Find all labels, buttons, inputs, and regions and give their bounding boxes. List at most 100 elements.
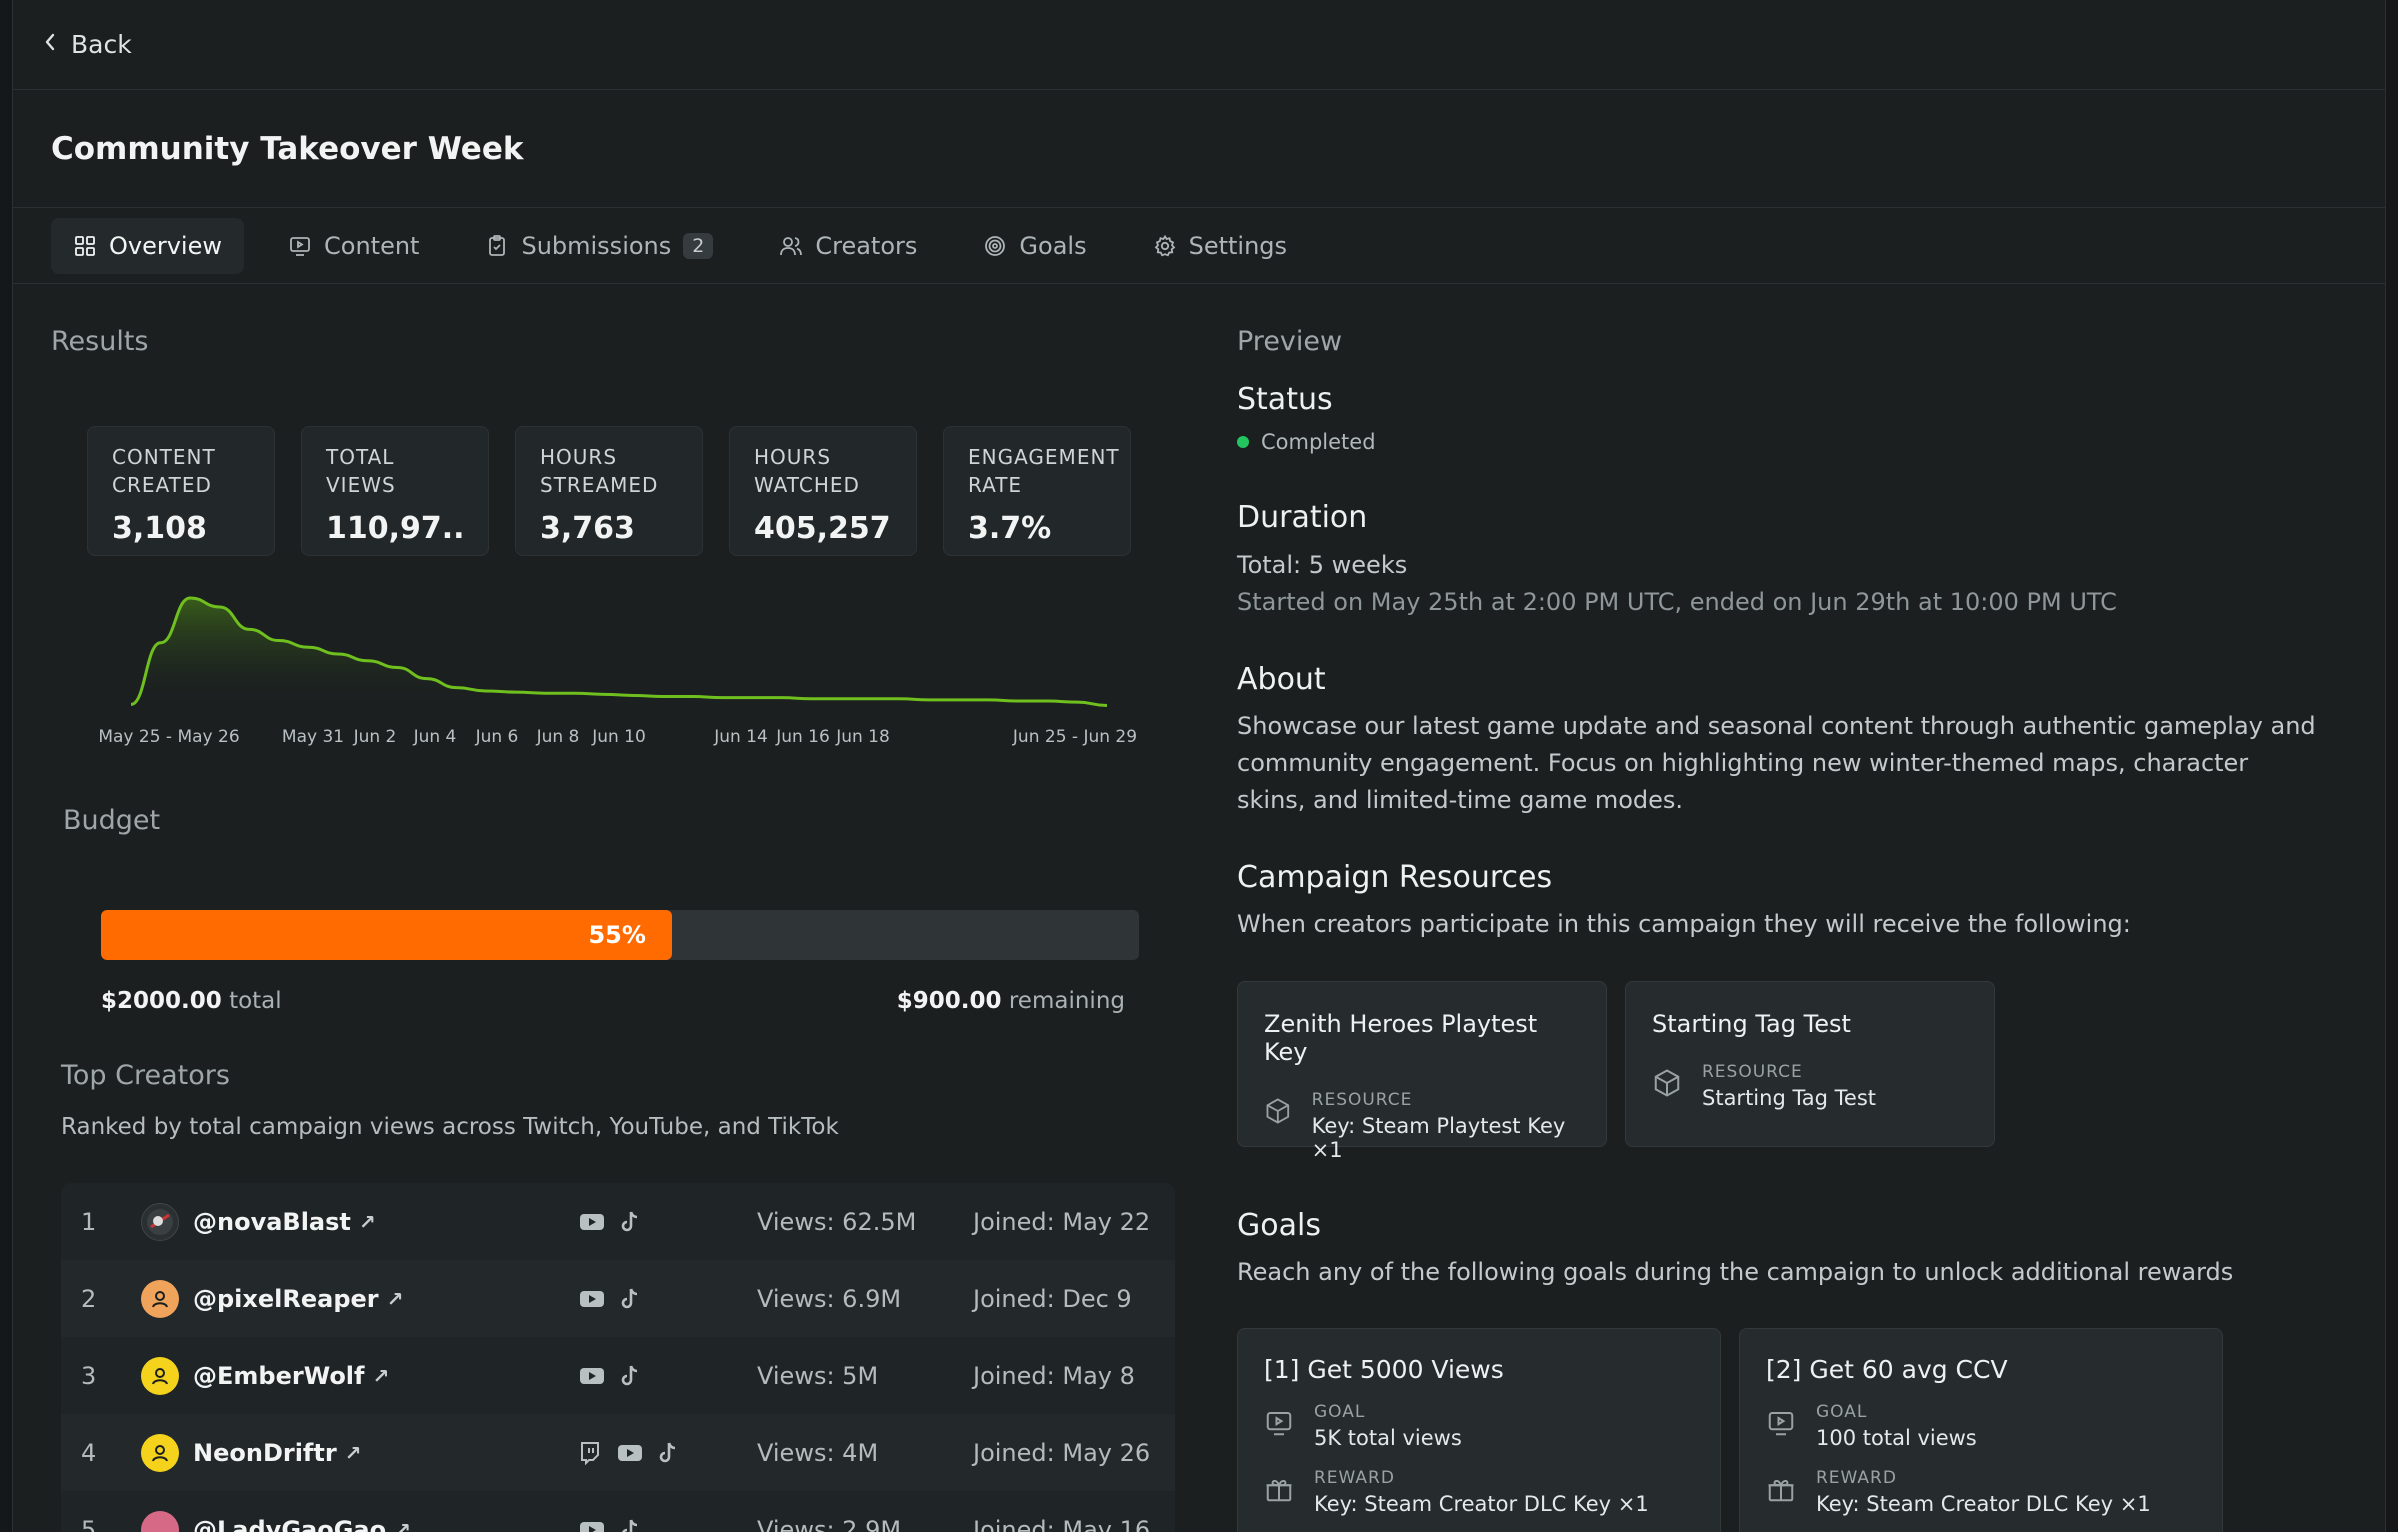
creator-handle: @EmberWolf [193,1361,365,1390]
goal-card[interactable]: [2] Get 60 avg CCV GOAL 100 total views … [1739,1328,2223,1532]
tab-bar: Overview Content Submissions 2 Creators … [13,208,2385,284]
gear-icon [1154,234,1175,256]
stat-label: HOURS STREAMED [540,445,659,497]
tab-overview[interactable]: Overview [51,217,244,274]
creator-views: Views: 2.9M [757,1515,902,1532]
table-row[interactable]: 3 @EmberWolf ↗ Views: 5M Joined: May 8 [61,1337,1175,1414]
table-row[interactable]: 1 @novaBlast ↗ Views: 62.5M Joined: May 2… [61,1183,1175,1260]
about-line: community engagement. Focus on highlight… [1237,749,2249,777]
reward-kind: REWARD [1314,1468,1395,1488]
tiktok-icon [621,1519,638,1532]
tab-submissions[interactable]: Submissions 2 [463,218,735,274]
x-tick-label: May 31 [282,727,344,747]
chart-series-line [130,596,1108,708]
creator-rank: 4 [81,1438,97,1467]
stat-value: 405,257 [754,511,891,546]
goal-card[interactable]: [1] Get 5000 Views GOAL 5K total views R… [1237,1328,1721,1532]
x-tick-label: Jun 14 [713,727,768,747]
tab-creators[interactable]: Creators [757,218,939,274]
top-creators-subtitle: Ranked by total campaign views across Tw… [61,1114,839,1140]
budget-progress-bar: 55% [101,910,1139,960]
budget-total-amount: $2000.00 [101,988,222,1014]
resources-subtitle: When creators participate in this campai… [1237,910,2131,938]
tab-label: Content [324,231,420,260]
chevron-left-icon [43,30,57,59]
users-icon [780,236,803,255]
x-tick-label: Jun 4 [413,727,457,747]
tab-content[interactable]: Content [266,218,441,274]
target-icon [985,235,1006,256]
budget-heading: Budget [63,805,161,836]
stat-hours-watched: HOURS WATCHED 405,257 [729,426,917,556]
x-tick-label: Jun 8 [536,727,580,747]
gift-icon [1266,1479,1292,1502]
tiktok-icon [621,1365,638,1385]
about-line: Showcase our latest game update and seas… [1237,712,2316,740]
duration-heading: Duration [1237,500,1368,535]
external-link-icon: ↗ [358,1209,376,1234]
resource-card[interactable]: Starting Tag Test RESOURCE Starting Tag … [1625,981,1995,1147]
creator-rank: 5 [81,1515,97,1532]
creator-views: Views: 4M [757,1438,879,1467]
tab-label: Goals [1019,231,1087,260]
tab-label: Overview [109,231,222,260]
status-label: Completed [1261,430,1376,454]
budget-total-suffix: total [229,988,282,1014]
table-row[interactable]: 4 NeonDriftr ↗ Views: 4M Joined: May 26 [61,1414,1175,1491]
creator-handle-link[interactable]: @LadyGaoGao ↗ [193,1516,411,1532]
creator-views: Views: 5M [757,1361,879,1390]
stat-value: 3.7% [968,511,1052,546]
youtube-icon [618,1444,642,1461]
back-button[interactable]: Back [43,30,132,59]
table-row[interactable]: 5 @LadyGaoGao ↗ Views: 2.9M Joined: May 1… [61,1491,1175,1532]
package-icon [1266,1098,1290,1124]
platform-icons [579,1441,679,1465]
goal-kind: GOAL [1816,1402,1868,1422]
table-row[interactable]: 2 @pixelReaper ↗ Views: 6.9M Joined: Dec … [61,1260,1175,1337]
creator-handle-link[interactable]: @novaBlast ↗ [193,1208,376,1236]
monitor-play-icon [1266,1412,1292,1436]
package-icon [1654,1069,1680,1097]
creator-joined: Joined: May 16 [973,1515,1151,1532]
external-link-icon: ↗ [344,1440,362,1465]
monitor-play-icon [290,236,310,256]
avatar [141,1279,179,1318]
creator-views: Views: 6.9M [757,1284,902,1313]
status-heading: Status [1237,382,1333,417]
tab-goals[interactable]: Goals [961,218,1108,274]
results-heading: Results [51,326,149,357]
tiktok-icon [621,1288,638,1308]
stat-value: 3,108 [112,511,207,546]
creator-rank: 3 [81,1361,97,1390]
budget-remaining-suffix: remaining [1008,988,1125,1014]
duration-detail: Started on May 25th at 2:00 PM UTC, ende… [1237,588,2117,616]
reward-value: Key: Steam Creator DLC Key ×1 [1314,1492,1649,1516]
chart-area-fill [131,598,1107,710]
stat-engagement-rate: ENGAGEMENT RATE 3.7% [943,426,1131,556]
avatar [141,1356,179,1395]
twitch-icon [581,1441,599,1465]
creator-handle-link[interactable]: @EmberWolf ↗ [193,1362,389,1390]
platform-icons [579,1210,641,1234]
x-tick-label: Jun 6 [475,727,519,747]
creator-handle-link[interactable]: NeonDriftr ↗ [193,1439,361,1467]
stat-total-views: TOTAL VIEWS 110,97... [301,426,489,556]
budget-remaining: $900.00 remaining [897,988,1125,1014]
resource-meta: RESOURCE Starting Tag Test [1652,1062,1968,1110]
creator-handle: @pixelReaper [193,1284,379,1313]
stat-value: 110,97... [326,511,464,546]
resource-title: Zenith Heroes Playtest Key [1264,1010,1538,1066]
tab-settings[interactable]: Settings [1131,218,1309,274]
budget-total: $2000.00 total [101,988,282,1014]
creator-handle-link[interactable]: @pixelReaper ↗ [193,1285,403,1313]
resource-meta: RESOURCE Key: Steam Playtest Key ×1 [1264,1090,1580,1162]
about-heading: About [1237,662,1326,697]
budget-percent-label: 55% [588,921,646,949]
x-tick-label: Jun 25 - Jun 29 [1012,727,1137,747]
tiktok-icon [659,1442,676,1462]
page-header: Community Takeover Week [13,90,2385,208]
external-link-icon: ↗ [394,1517,411,1532]
creator-handle: @novaBlast [193,1207,351,1236]
resource-card[interactable]: Zenith Heroes Playtest Key RESOURCE Key:… [1237,981,1607,1162]
stat-label: TOTAL VIEWS [326,445,396,497]
